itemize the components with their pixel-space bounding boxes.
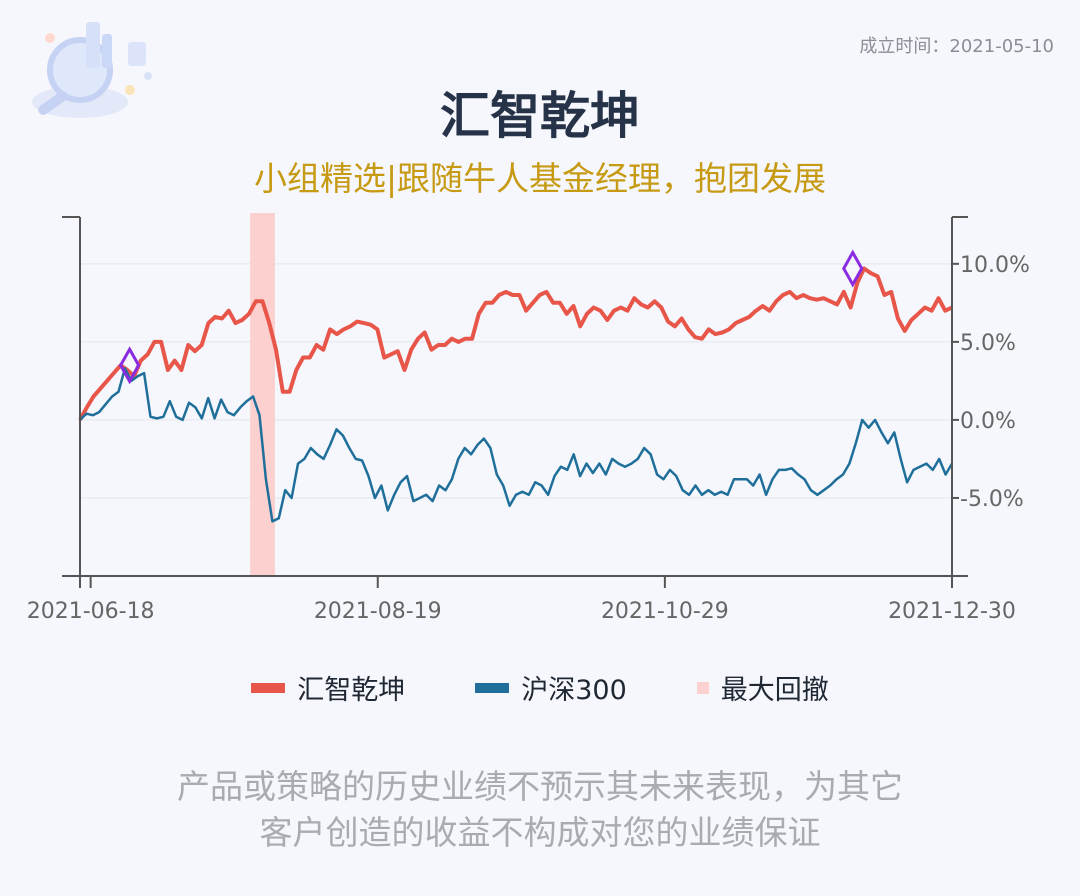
legend-item-drawdown[interactable]: 最大回撤 xyxy=(696,668,829,707)
y-tick-label: 10.0% xyxy=(960,253,1030,278)
legend-item-index[interactable]: 沪深300 xyxy=(475,668,627,707)
legend-swatch-fund xyxy=(251,682,286,693)
axes xyxy=(62,216,968,588)
series-line-index xyxy=(79,367,954,523)
grid-lines xyxy=(80,262,959,499)
series-lines xyxy=(78,266,954,523)
disclaimer: 产品或策略的历史业绩不预示其未来表现，为其它 客户创造的收益不构成对您的业绩保证 xyxy=(0,764,1080,856)
disclaimer-line-2: 客户创造的收益不构成对您的业绩保证 xyxy=(259,813,821,852)
y-tick-label: 0.0% xyxy=(960,409,1016,434)
y-tick-label: 5.0% xyxy=(960,331,1016,356)
series-line-fund xyxy=(78,266,953,421)
x-tick-label: 2021-12-30 xyxy=(888,599,1016,624)
legend-swatch-drawdown xyxy=(696,681,709,694)
legend-swatch-index xyxy=(475,682,510,693)
x-tick-label: 2021-06-18 xyxy=(27,599,155,624)
peak-markers xyxy=(118,249,864,385)
peak-marker xyxy=(842,249,864,288)
disclaimer-line-1: 产品或策略的历史业绩不预示其未来表现，为其它 xyxy=(177,767,903,806)
legend-label-drawdown: 最大回撤 xyxy=(720,675,829,706)
y-tick-label: -5.0% xyxy=(960,487,1024,512)
x-tick-label: 2021-08-19 xyxy=(314,599,442,624)
legend-item-fund[interactable]: 汇智乾坤 xyxy=(251,668,405,707)
performance-chart: 10.0% 5.0% 0.0% -5.0% 2021-06-18 2021-08-19 20… xyxy=(27,213,1030,624)
page-subtitle: 小组精选|跟随牛人基金经理，抱团发展 xyxy=(253,159,827,198)
tick-labels: 10.0% 5.0% 0.0% -5.0% 2021-06-18 2021-08-19 20… xyxy=(27,253,1030,624)
magnifier-illustration-icon xyxy=(32,22,152,118)
legend-label-index: 沪深300 xyxy=(521,675,627,706)
founded-date: 成立时间：2021-05-10 xyxy=(859,36,1054,57)
legend-label-fund: 汇智乾坤 xyxy=(297,675,406,706)
legend: 汇智乾坤 沪深300 最大回撤 xyxy=(0,668,1080,707)
page-title: 汇智乾坤 xyxy=(440,87,640,145)
peak-marker xyxy=(118,346,141,385)
x-tick-label: 2021-10-29 xyxy=(601,599,729,624)
